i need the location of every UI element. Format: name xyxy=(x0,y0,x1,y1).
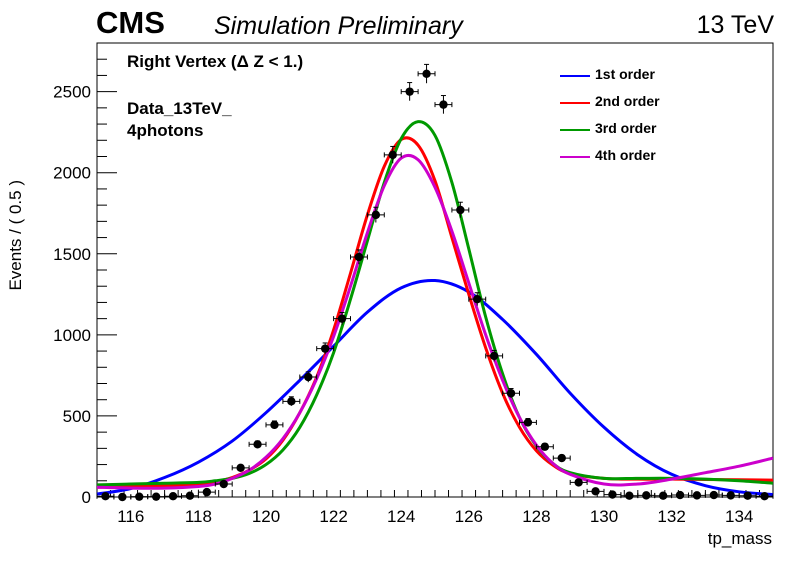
data-point xyxy=(147,492,166,501)
legend-swatch xyxy=(560,156,590,158)
data-point xyxy=(637,491,656,500)
x-tick-label: 128 xyxy=(522,507,550,526)
data-point xyxy=(502,388,520,398)
data-point xyxy=(417,63,436,84)
fit-curve-3 xyxy=(97,120,773,487)
fit-curves xyxy=(97,120,773,497)
data-point xyxy=(383,145,402,164)
annotation-dataset-line1: Data_13TeV_ xyxy=(127,99,232,118)
axes: 116 118 120 122 124 126 128 130 132 134 0 500 1000 15… xyxy=(53,42,774,526)
legend-swatch xyxy=(560,129,590,131)
data-point xyxy=(755,491,774,501)
data-point xyxy=(569,478,588,487)
data-point xyxy=(265,420,284,430)
data-point xyxy=(603,490,622,499)
y-tick-label: 0 xyxy=(82,488,91,507)
energy-label: 13 TeV xyxy=(696,11,774,39)
data-point xyxy=(181,491,199,500)
annotation-dataset: Data_13TeV_ 4photons xyxy=(127,98,232,142)
data-point xyxy=(485,349,504,362)
data-point xyxy=(552,453,571,463)
x-tick-label: 134 xyxy=(725,507,753,526)
legend-swatch xyxy=(560,75,590,77)
data-point xyxy=(704,490,723,500)
x-tick-label: 120 xyxy=(252,507,280,526)
data-point xyxy=(688,491,706,500)
x-tick-label: 124 xyxy=(387,507,415,526)
data-point xyxy=(299,371,318,383)
data-point xyxy=(197,487,216,497)
fit-curve-1 xyxy=(97,278,773,497)
data-points xyxy=(96,63,774,502)
data-point xyxy=(333,311,351,325)
data-point xyxy=(654,491,673,500)
legend-swatch xyxy=(560,102,590,104)
annotation-dataset-line2: 4photons xyxy=(127,121,204,140)
data-point xyxy=(434,95,453,114)
data-point xyxy=(366,206,385,223)
y-tick-label: 2500 xyxy=(53,83,91,102)
data-point xyxy=(164,491,182,501)
data-point xyxy=(113,492,132,502)
x-tick-label: 126 xyxy=(455,507,483,526)
data-point xyxy=(671,490,689,500)
experiment-label: CMS xyxy=(96,5,165,40)
data-point xyxy=(468,292,487,306)
data-point xyxy=(231,463,250,473)
data-point xyxy=(96,491,115,501)
data-point xyxy=(350,249,368,265)
data-point xyxy=(721,491,740,500)
x-tick-label: 116 xyxy=(117,507,144,526)
y-tick-label: 1000 xyxy=(53,326,91,345)
data-point xyxy=(316,342,335,355)
fit-curve-4 xyxy=(97,153,773,490)
x-tick-label: 118 xyxy=(185,507,212,526)
legend-label: 2nd order xyxy=(595,93,660,109)
data-point xyxy=(400,82,419,101)
y-tick-label: 1500 xyxy=(53,245,91,264)
x-axis-label: tp_mass xyxy=(707,529,772,548)
data-point xyxy=(248,440,267,449)
data-point xyxy=(282,396,301,406)
x-tick-label: 130 xyxy=(590,507,618,526)
data-point xyxy=(535,442,554,451)
y-tick-label: 2000 xyxy=(53,164,91,183)
y-tick-label: 500 xyxy=(63,407,91,426)
annotation-vertex: Right Vertex (Δ Z < 1.) xyxy=(127,52,304,71)
y-axis-label: Events / ( 0.5 ) xyxy=(6,180,25,291)
data-point xyxy=(738,491,757,500)
data-point xyxy=(519,418,537,427)
status-label: Simulation Preliminary xyxy=(214,12,463,40)
x-tick-label: 122 xyxy=(319,507,347,526)
data-point xyxy=(130,492,149,501)
legend-label: 1st order xyxy=(595,66,655,82)
legend-label: 4th order xyxy=(595,147,656,163)
legend-label: 3rd order xyxy=(595,120,657,136)
data-point xyxy=(620,491,639,500)
data-point xyxy=(586,487,605,496)
x-tick-label: 132 xyxy=(657,507,685,526)
data-point xyxy=(451,201,470,218)
data-point xyxy=(214,479,233,489)
